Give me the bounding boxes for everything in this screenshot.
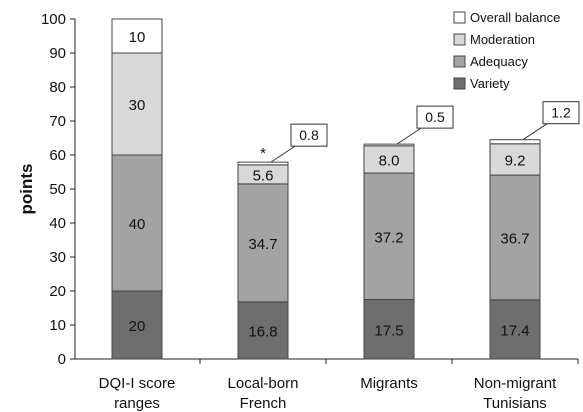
x-category-label: Non-migrant [474,375,557,392]
y-tick-label: 80 [49,79,66,96]
legend-swatch-adequacy [453,55,466,68]
callout-leader-line [270,145,296,163]
legend-swatch-variety [453,77,466,90]
adequacy-segment [363,172,415,301]
bar-value-label: 40 [129,216,146,233]
legend-label-moderation: Moderation [470,32,535,47]
bar-value-label: 16.8 [248,323,277,340]
callout-leader-line [522,123,548,141]
bar-value-label: 9.2 [505,152,526,169]
y-tick-label: 100 [41,11,66,28]
overall-balance-segment [489,139,541,145]
adequacy-segment [489,174,541,301]
x-category-label: Tunisians [483,395,547,412]
moderation-segment [111,52,163,156]
significance-marker: * [260,145,266,162]
callout-value-label: 0.8 [299,127,319,143]
bar-value-label: 10 [129,29,146,46]
legend-label-overall-balance: Overall balance [470,10,560,25]
x-category-label: ranges [114,395,160,412]
variety-segment [363,299,415,360]
bar-value-label: 17.5 [374,322,403,339]
y-tick-label: 90 [49,45,66,62]
y-tick-label: 40 [49,215,66,232]
callout-box [542,101,580,125]
variety-segment [111,290,163,360]
x-category-label: Local-born [228,375,299,392]
bar-value-label: 20 [129,318,146,335]
y-axis-label: points [17,164,36,215]
y-tick-label: 20 [49,283,66,300]
overall-balance-segment [237,161,289,166]
moderation-segment [489,143,541,176]
variety-segment [237,301,289,360]
x-category-label: Migrants [360,375,418,392]
bars: 20 40 30 10 16.8 34.7 5.6 17.5 37.2 8.0 17.4 36.7 9.… [111,18,541,360]
y-tick-label: 60 [49,147,66,164]
callout-box [290,123,328,147]
callout-value-label: 0.5 [425,109,445,125]
adequacy-segment [111,154,163,292]
legend-swatch-overall-balance [453,11,466,24]
axes: 0 10 20 30 40 50 60 70 80 90 100 points DQI-I score r… [17,11,579,412]
overall-balance-segment [111,18,163,54]
callout-leader-line [396,127,422,145]
legend: Overall balance Moderation Adequacy Variety [453,10,560,91]
y-tick-label: 70 [49,113,66,130]
y-tick-label: 10 [49,317,66,334]
overall-balance-segment [363,143,415,147]
bar-value-label: 5.6 [253,167,274,184]
bar-value-label: 8.0 [379,152,400,169]
variety-segment [489,299,541,360]
legend-label-adequacy: Adequacy [470,54,528,69]
bar-value-label: 17.4 [500,322,529,339]
legend-label-variety: Variety [470,76,510,91]
y-tick-label: 0 [58,351,66,368]
y-tick-label: 30 [49,249,66,266]
legend-swatch-moderation [453,33,466,46]
callouts: 0.8 0.5 1.2 * [260,101,580,163]
bar-value-label: 37.2 [374,229,403,246]
bar-value-label: 30 [129,97,146,114]
bar-value-label: 34.7 [248,236,277,253]
bar-value-label: 36.7 [500,230,529,247]
adequacy-segment [237,183,289,303]
y-tick-label: 50 [49,181,66,198]
x-category-label: French [240,395,287,412]
x-category-label: DQI-I score [99,375,176,392]
callout-value-label: 1.2 [551,105,571,121]
callout-box [416,105,454,129]
